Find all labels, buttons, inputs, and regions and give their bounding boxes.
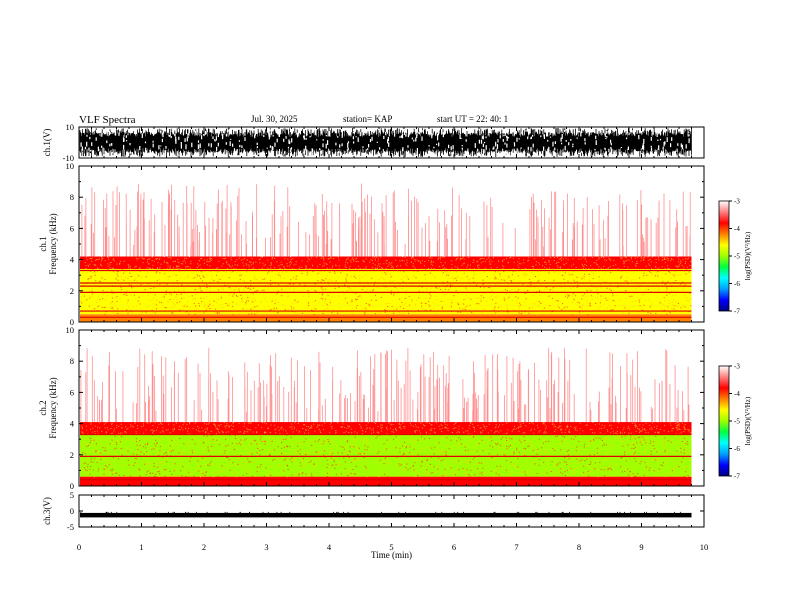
ch3-waveform-spikes xyxy=(80,511,682,514)
xtick-label-5: 5 xyxy=(389,542,393,552)
ch3-waveform-ytick-label-1: 0 xyxy=(70,506,74,516)
ch1-spectrogram-ytick-label-1: 2 xyxy=(70,286,74,296)
ch1-spectrogram-empty-tail xyxy=(691,166,704,322)
panel-frame-ch3-waveform xyxy=(78,494,705,528)
ch2-spectrogram-ytick-label-1: 2 xyxy=(70,450,74,460)
xtick-label-8: 8 xyxy=(577,542,581,552)
ch2-spectrogram-empty-tail xyxy=(691,330,704,486)
xtick-label-0: 0 xyxy=(77,542,81,552)
xtick-label-10: 10 xyxy=(700,542,709,552)
ch2-spectrogram-ytick-label-0: 0 xyxy=(70,481,74,491)
ch3-waveform-ylabel-0: ch.3(V) xyxy=(42,497,52,525)
xtick-label-1: 1 xyxy=(139,542,143,552)
colorbar-label-0: log(PSD)(V²/Hz) xyxy=(744,231,752,280)
xtick-label-3: 3 xyxy=(264,542,268,552)
colorbar-0 xyxy=(718,200,730,312)
start-time-label: start UT = 22: 40: 1 xyxy=(437,114,508,124)
ch1-spectrogram-ylabel-0: ch.1 xyxy=(38,236,48,251)
ch2-spectrogram-mid-texture-yellow xyxy=(80,434,692,478)
colorbar-tick-label-1-0: -3 xyxy=(734,363,740,371)
colorbar-tick-label-0-4: -7 xyxy=(734,308,740,316)
ch2-spectrogram-band-0 xyxy=(80,476,692,486)
ch1-waveform-ytick-label-0: 10 xyxy=(66,122,75,132)
chart-title: VLF Spectra xyxy=(79,114,136,126)
colorbar-label-1: log(PSD)(V²/Hz) xyxy=(744,396,752,445)
colorbar-tick-label-0-2: -5 xyxy=(734,253,740,261)
ch3-waveform-trace xyxy=(80,512,692,518)
xtick-label-7: 7 xyxy=(514,542,518,552)
ch1-waveform-ytick-label-1: -10 xyxy=(63,153,74,163)
x-axis-label: Time (min) xyxy=(371,550,412,560)
xtick-label-6: 6 xyxy=(452,542,456,552)
colorbar-tick-label-0-0: -3 xyxy=(734,198,740,206)
ch1-waveform-gaps xyxy=(80,129,692,161)
ch1-spectrogram-band-2 xyxy=(80,256,692,269)
xtick-label-4: 4 xyxy=(327,542,332,552)
ch2-spectrogram-ylabel-1: Frequency (kHz) xyxy=(48,377,58,438)
xtick-label-9: 9 xyxy=(639,542,643,552)
xtick-label-2: 2 xyxy=(202,542,206,552)
ch2-spectrogram-ytick-label-2: 4 xyxy=(70,419,75,429)
ch2-spectrogram-ylabel-0: ch.2 xyxy=(38,400,48,415)
ch1-spectrogram-ytick-label-0: 0 xyxy=(70,317,74,327)
ch2-spectrogram-transition-texture xyxy=(81,422,692,436)
ch2-spectrogram-ytick-label-4: 8 xyxy=(70,356,74,366)
station-label: station= KAP xyxy=(343,114,392,124)
ch1-spectrogram-ytick-label-4: 8 xyxy=(70,192,74,202)
colorbar-tick-label-1-4: -7 xyxy=(734,473,740,481)
ch1-spectrogram-upper-texture xyxy=(80,166,692,258)
colorbar-tick-label-1-3: -6 xyxy=(734,445,740,453)
ch3-waveform-ytick-label-0: 5 xyxy=(70,490,74,500)
colorbar-tick-label-0-3: -6 xyxy=(734,280,740,288)
ch2-spectrogram-upper-streaks xyxy=(80,347,690,422)
ch1-spectrogram-band-0 xyxy=(80,314,692,322)
ch1-spectrogram-ytick-label-5: 10 xyxy=(66,161,75,171)
ch1-waveform-trace xyxy=(79,128,692,157)
ch1-spectrogram-ytick-label-3: 6 xyxy=(70,223,74,233)
ch2-spectrogram-ytick-label-5: 10 xyxy=(66,325,75,335)
ch1-waveform-ylabel-0: ch.1(V) xyxy=(42,129,52,157)
date-label: Jul. 30, 2025 xyxy=(251,114,298,124)
ch3-waveform-ytick-label-2: -5 xyxy=(67,522,74,532)
colorbar-tick-label-1-2: -5 xyxy=(734,418,740,426)
ch2-spectrogram-ytick-label-3: 6 xyxy=(70,387,74,397)
ch1-spectrogram-ylabel-1: Frequency (kHz) xyxy=(48,213,58,274)
colorbar-1 xyxy=(718,365,730,477)
ch1-spectrogram-mid-texture-red xyxy=(81,269,692,316)
ch1-spectrogram-ytick-label-2: 4 xyxy=(70,255,75,265)
colorbar-tick-label-0-1: -4 xyxy=(734,225,740,233)
colorbar-tick-label-1-1: -4 xyxy=(734,390,740,398)
ch1-spectrogram-upper-streaks xyxy=(81,183,691,257)
ch2-spectrogram-upper-texture xyxy=(80,330,692,423)
